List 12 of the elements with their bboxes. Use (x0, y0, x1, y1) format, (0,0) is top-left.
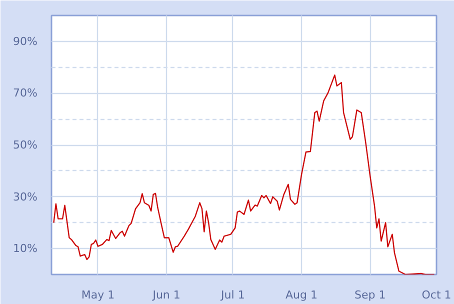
y-tick-label: 50% (13, 138, 38, 152)
x-tick-label: Sep 1 (354, 288, 386, 302)
x-tick-label: May 1 (81, 288, 115, 302)
line-series (53, 74, 435, 274)
y-tick-label: 90% (13, 34, 38, 48)
y-tick-label: 70% (13, 86, 38, 100)
y-tick-label: 10% (13, 242, 38, 256)
y-tick-label: 30% (13, 190, 38, 204)
x-tick-label: Oct 1 (422, 288, 452, 302)
x-tick-label: Jun 1 (152, 288, 180, 302)
x-tick-label: Jul 1 (220, 288, 245, 302)
x-tick-label: Aug 1 (286, 288, 318, 302)
